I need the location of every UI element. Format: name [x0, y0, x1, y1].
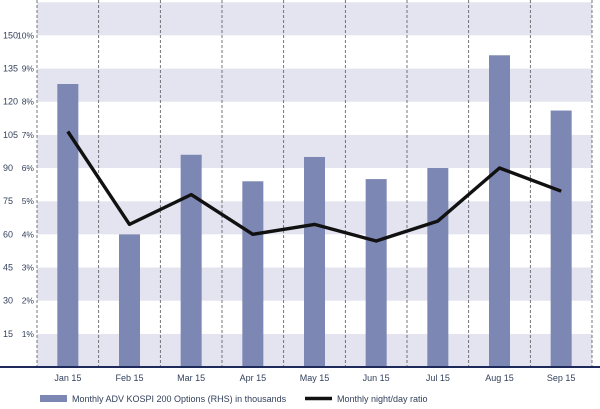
- bar-series: [57, 55, 572, 367]
- line-series: [66, 130, 562, 243]
- y-right-tick-label: 8%: [22, 97, 35, 107]
- y-right-tick-label: 7%: [22, 130, 35, 140]
- y-left-tick-label: 60: [3, 229, 13, 239]
- legend-label-bar: Monthly ADV KOSPI 200 Options (RHS) in t…: [72, 394, 287, 404]
- y-right-tick-label: 3%: [22, 263, 35, 273]
- y-right-tick-label: 2%: [22, 296, 35, 306]
- bar: [304, 156, 325, 367]
- y-right-tick-label: 10%: [17, 30, 34, 40]
- x-tick-label: Feb 15: [115, 373, 143, 383]
- bar: [427, 168, 449, 367]
- line-path: [66, 130, 562, 243]
- x-tick-label: Aug 15: [485, 373, 514, 383]
- y-left-tick-label: 120: [3, 97, 18, 107]
- y-left-tick-label: 135: [3, 64, 18, 74]
- x-tick-label: Jul 15: [426, 373, 450, 383]
- grid-band: [37, 0, 592, 3]
- y-left-tick-label: 150: [3, 30, 18, 40]
- legend-label-line: Monthly night/day ratio: [337, 394, 428, 404]
- bar: [180, 154, 202, 367]
- y-left-tick-label: 90: [3, 163, 13, 173]
- axes: 15 30 45 60 75 90 105 120 135 150 1% 2% 3% 4% 5% 6% 7% 8%…: [0, 30, 600, 383]
- y-left-tick-label: 105: [3, 130, 18, 140]
- x-tick-label: May 15: [300, 373, 330, 383]
- y-right-tick-label: 4%: [22, 229, 35, 239]
- bar: [242, 181, 264, 367]
- bar: [57, 84, 79, 367]
- y-left-tick-label: 15: [3, 329, 13, 339]
- x-tick-label: Sep 15: [547, 373, 576, 383]
- x-tick-label: Apr 15: [240, 373, 267, 383]
- bar: [119, 234, 140, 367]
- bar: [489, 55, 510, 367]
- x-tick-label: Jan 15: [54, 373, 81, 383]
- x-tick-label: Mar 15: [177, 373, 205, 383]
- bar: [365, 179, 387, 367]
- y-right-tick-label: 1%: [22, 329, 35, 339]
- grid-band: [37, 2, 592, 36]
- y-left-tick-label: 75: [3, 196, 13, 206]
- y-right-tick-label: 6%: [22, 163, 35, 173]
- y-right-tick-label: 9%: [22, 64, 35, 74]
- x-tick-label: Jun 15: [363, 373, 390, 383]
- legend: Monthly ADV KOSPI 200 Options (RHS) in t…: [40, 394, 428, 404]
- y-left-tick-label: 30: [3, 296, 13, 306]
- y-left-tick-label: 45: [3, 263, 13, 273]
- legend-swatch-bar: [40, 395, 67, 402]
- category-separators: [36, 0, 593, 367]
- y-right-tick-label: 5%: [22, 196, 35, 206]
- bar: [550, 110, 572, 367]
